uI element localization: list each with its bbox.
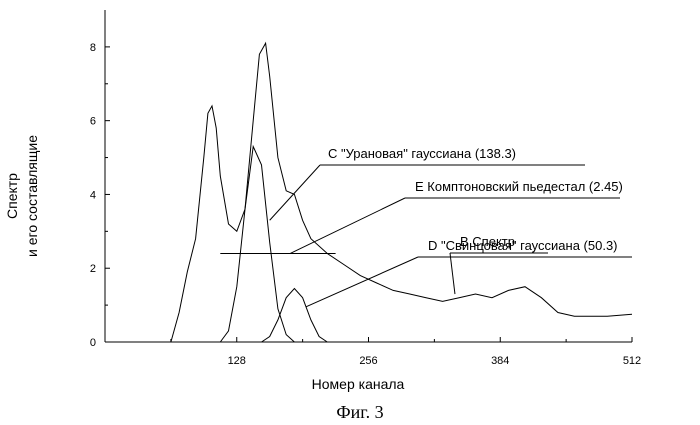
annotation-leader	[290, 198, 405, 253]
annotation-label: С "Урановая" гауссиана (138.3)	[328, 146, 516, 161]
annotations-group: С "Урановая" гауссиана (138.3) Е Комптоно…	[270, 146, 632, 307]
y-axis-label-line-1: Спектр	[4, 173, 20, 219]
x-tick-label: 256	[359, 355, 377, 367]
annotation-leader	[450, 253, 455, 294]
y-tick-label: 2	[90, 263, 96, 275]
y-tick-label: 4	[90, 189, 96, 201]
series-line-2	[262, 289, 328, 343]
annotation-leader	[306, 257, 418, 307]
annotation-label: Е Комптоновский пьедестал (2.45)	[415, 179, 623, 194]
x-tick-label: 384	[491, 355, 509, 367]
y-tick-label: 6	[90, 116, 96, 128]
y-tick-label: 8	[90, 42, 96, 54]
x-tick-label: 128	[228, 355, 246, 367]
series-line-1	[220, 147, 294, 343]
y-tick-label: 0	[90, 337, 96, 349]
annotation-leader	[270, 165, 320, 220]
y-axis-label-line-2: и его составлящие	[24, 135, 40, 257]
annotation-label: В Спектр	[460, 234, 515, 249]
x-axis-label: Номер канала	[312, 376, 405, 392]
annotation-label: D "Свинцовая" гауссиана (50.3)	[428, 238, 618, 253]
figure-caption: Фиг. 3	[336, 402, 383, 422]
x-tick-label: 512	[623, 355, 641, 367]
